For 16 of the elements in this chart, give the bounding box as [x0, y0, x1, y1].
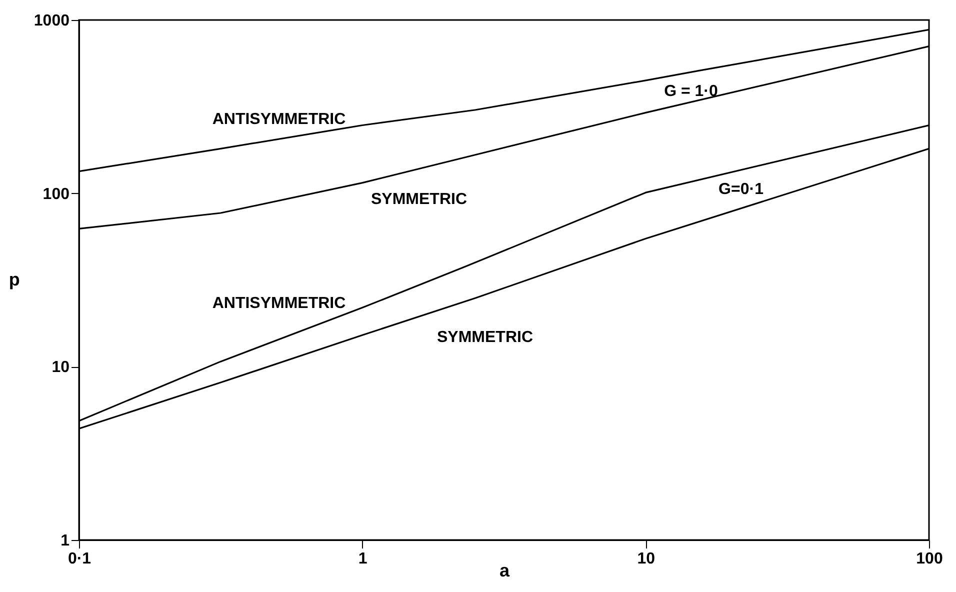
- y-tick-label: 100: [42, 186, 70, 203]
- x-tick-label: 100: [916, 550, 943, 568]
- annotation: SYMMETRIC: [371, 191, 468, 208]
- annotation: ANTISYMMETRIC: [212, 295, 346, 312]
- y-tick-label: 1: [60, 532, 70, 550]
- x-tick-label: 0·1: [68, 550, 92, 568]
- y-tick-label: 1000: [34, 12, 70, 30]
- annotation: SYMMETRIC: [437, 329, 534, 346]
- annotation: ANTISYMMETRIC: [212, 111, 346, 128]
- x-tick-label: 1: [358, 550, 368, 568]
- x-axis-title: a: [499, 560, 510, 580]
- y-axis-title: p: [8, 270, 20, 290]
- annotation: G=0·1: [718, 181, 764, 198]
- x-tick-label: 10: [637, 550, 656, 568]
- annotation: G = 1·0: [664, 83, 718, 100]
- y-tick-label: 10: [52, 359, 70, 376]
